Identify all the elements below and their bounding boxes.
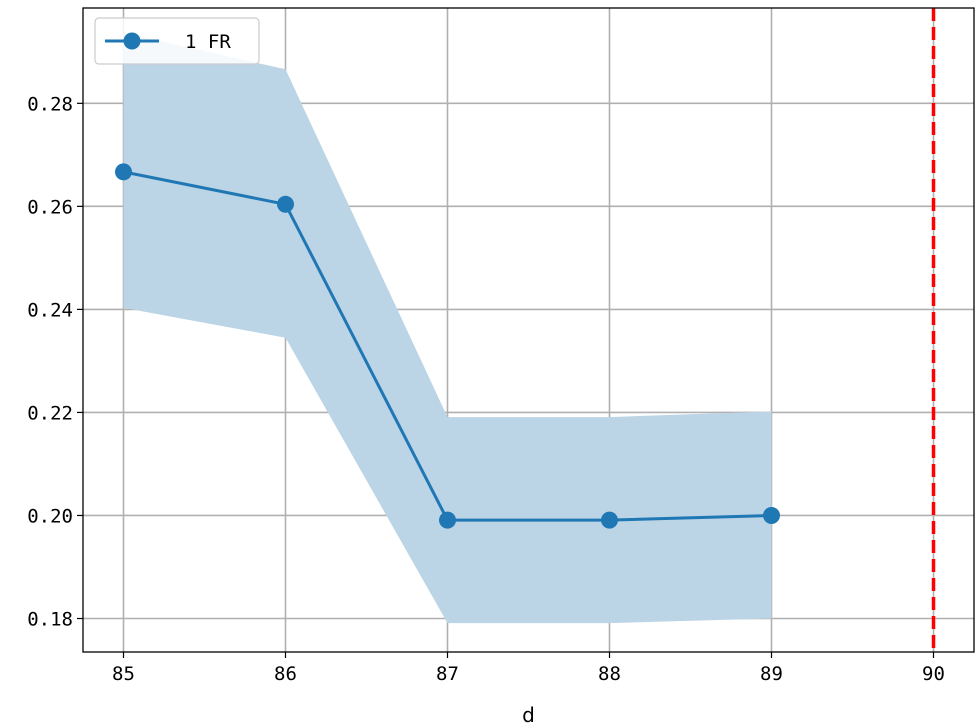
legend: 1 FR (94, 17, 260, 65)
x-tick-label: 87 (436, 663, 459, 685)
x-tick-label: 89 (760, 663, 783, 685)
legend-label: 1 FR (185, 31, 231, 53)
data-point (601, 511, 618, 529)
data-point (763, 506, 780, 524)
x-axis-label: d (522, 703, 535, 725)
x-tick-label: 85 (112, 663, 135, 685)
plot-frame (82, 7, 975, 653)
x-tick-label: 88 (598, 663, 621, 685)
y-tick-label: 0.20 (27, 505, 73, 527)
y-tick-label: 0.24 (27, 299, 73, 321)
legend-marker (123, 32, 141, 50)
data-point (277, 195, 294, 213)
confidence-band-layer (123, 32, 772, 624)
x-tick-label: 86 (274, 663, 297, 685)
axis-ticks: 85 86 87 88 89 90 0.18 0.20 0.22 0.24 0.26 0.28 (27, 93, 945, 685)
legend-box (94, 17, 260, 65)
x-tick-label: 90 (922, 663, 945, 685)
y-tick-label: 0.22 (27, 402, 73, 424)
y-tick-label: 0.28 (27, 93, 73, 115)
y-tick-label: 0.26 (27, 196, 73, 218)
y-tick-label: 0.18 (27, 609, 73, 631)
series-layer (115, 163, 780, 529)
data-point (439, 511, 456, 529)
data-point (115, 163, 132, 181)
confidence-band (123, 32, 772, 624)
